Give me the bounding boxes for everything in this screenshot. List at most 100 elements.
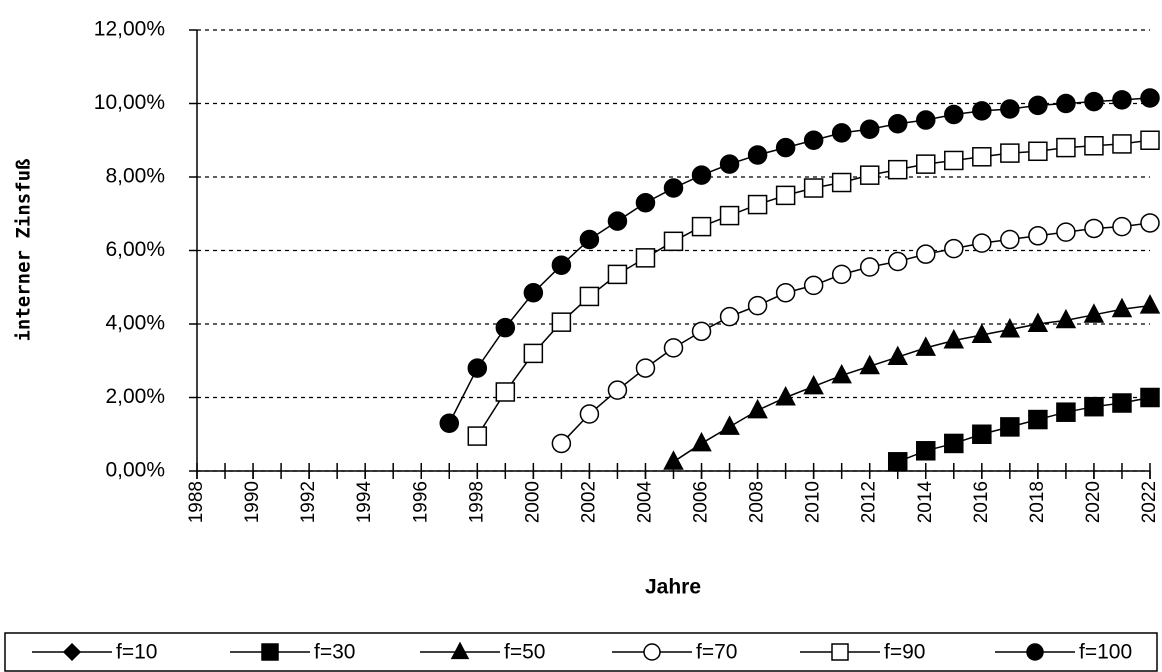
data-point bbox=[1000, 143, 1020, 163]
x-tick-label: 2018 bbox=[1027, 481, 1048, 523]
y-tick-label: 4,00% bbox=[105, 312, 165, 335]
data-point bbox=[1139, 294, 1161, 314]
data-point bbox=[944, 238, 964, 259]
data-point bbox=[859, 257, 880, 277]
data-point bbox=[972, 424, 992, 444]
data-point bbox=[1055, 308, 1077, 329]
x-tick-label: 1988 bbox=[186, 481, 207, 523]
data-point bbox=[887, 345, 908, 366]
data-point bbox=[1112, 134, 1132, 154]
data-point bbox=[944, 150, 964, 171]
data-point bbox=[719, 154, 740, 174]
data-point bbox=[747, 295, 768, 316]
x-tick-label: 2016 bbox=[971, 481, 992, 523]
data-point bbox=[495, 317, 516, 338]
data-point bbox=[831, 363, 852, 384]
data-point bbox=[439, 413, 460, 433]
legend-label: f=70 bbox=[696, 641, 737, 664]
y-axis-label: interner Zinsfuß bbox=[13, 158, 35, 341]
data-point bbox=[1056, 93, 1076, 114]
data-point bbox=[775, 283, 796, 303]
data-point bbox=[803, 130, 824, 150]
data-point bbox=[747, 145, 768, 165]
x-tick-label: 2022 bbox=[1139, 481, 1160, 523]
data-point bbox=[719, 205, 740, 226]
data-point bbox=[1112, 216, 1132, 237]
data-point bbox=[972, 101, 992, 121]
data-point bbox=[972, 233, 992, 253]
data-point bbox=[775, 137, 796, 158]
data-point bbox=[523, 283, 544, 303]
data-point bbox=[1140, 88, 1160, 108]
data-point bbox=[1027, 312, 1049, 332]
data-point bbox=[1084, 136, 1104, 156]
data-point bbox=[999, 318, 1021, 338]
data-point bbox=[803, 374, 824, 395]
data-point bbox=[495, 382, 516, 402]
data-point bbox=[916, 154, 936, 174]
x-tick-label: 1994 bbox=[354, 481, 375, 524]
legend-label: f=90 bbox=[884, 641, 925, 664]
data-point bbox=[1140, 387, 1160, 408]
data-point bbox=[635, 192, 656, 213]
data-point bbox=[719, 415, 740, 435]
series-line bbox=[560, 222, 1151, 444]
x-tick-label: 2002 bbox=[578, 481, 599, 523]
legend-label: f=100 bbox=[1079, 641, 1132, 664]
data-point bbox=[803, 178, 824, 198]
data-point bbox=[1000, 229, 1020, 250]
data-point bbox=[972, 147, 992, 167]
legend-marker bbox=[261, 643, 279, 661]
data-point bbox=[551, 312, 572, 332]
data-point bbox=[1028, 409, 1048, 430]
data-point bbox=[1111, 297, 1133, 318]
legend-label: f=10 bbox=[116, 641, 157, 664]
data-point bbox=[747, 194, 768, 215]
x-tick-label: 2012 bbox=[859, 481, 880, 523]
data-point bbox=[1084, 218, 1104, 239]
legend-label: f=50 bbox=[504, 641, 545, 664]
data-point bbox=[859, 354, 880, 375]
x-tick-label: 2020 bbox=[1083, 481, 1104, 523]
data-point bbox=[607, 264, 628, 285]
data-point bbox=[1056, 402, 1076, 422]
data-point bbox=[551, 433, 572, 454]
data-point bbox=[1056, 137, 1076, 158]
data-point bbox=[1028, 141, 1048, 162]
data-point bbox=[775, 385, 796, 406]
data-point bbox=[1000, 417, 1020, 437]
series-line bbox=[673, 304, 1151, 463]
x-tick-label: 1990 bbox=[242, 481, 263, 523]
x-tick-label: 2008 bbox=[747, 481, 768, 523]
data-point bbox=[859, 119, 880, 139]
data-point bbox=[691, 431, 712, 452]
data-point bbox=[831, 264, 852, 285]
x-tick-label: 2000 bbox=[522, 481, 543, 523]
data-point bbox=[551, 255, 572, 275]
data-point bbox=[663, 178, 684, 198]
x-tick-label: 2014 bbox=[915, 481, 936, 524]
x-tick-label: 1998 bbox=[466, 481, 487, 523]
x-tick-label: 1996 bbox=[410, 481, 431, 523]
data-point bbox=[916, 110, 936, 130]
data-point bbox=[944, 433, 964, 454]
legend-label: f=30 bbox=[314, 641, 355, 664]
data-point bbox=[1028, 226, 1048, 246]
x-tick-label: 2006 bbox=[691, 481, 712, 523]
legend-marker bbox=[1026, 643, 1044, 661]
data-point bbox=[887, 452, 908, 472]
data-point bbox=[1140, 213, 1160, 233]
data-point bbox=[467, 426, 488, 446]
data-point bbox=[691, 321, 712, 342]
data-point bbox=[607, 380, 628, 400]
data-point bbox=[1028, 95, 1048, 116]
legend-marker bbox=[831, 643, 849, 661]
data-point bbox=[635, 248, 656, 268]
data-point bbox=[663, 450, 684, 470]
legend-marker bbox=[450, 641, 470, 660]
data-point bbox=[944, 104, 964, 125]
data-point bbox=[523, 343, 544, 364]
data-point bbox=[579, 404, 600, 424]
y-tick-label: 2,00% bbox=[105, 385, 165, 408]
data-point bbox=[887, 159, 908, 180]
